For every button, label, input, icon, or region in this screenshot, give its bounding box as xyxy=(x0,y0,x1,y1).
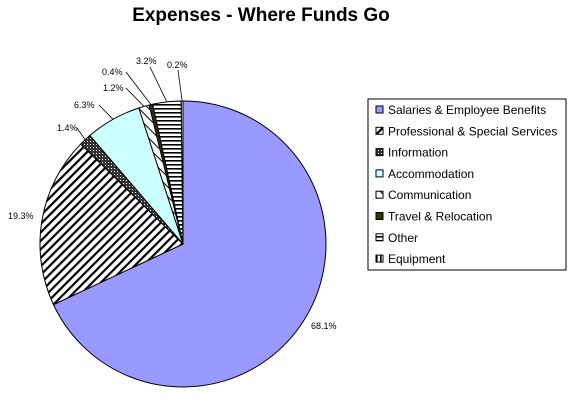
pie-slice-equipment xyxy=(180,100,184,245)
legend-frame xyxy=(367,98,567,271)
pie-slice-salaries-and-employee-benefits xyxy=(52,100,327,388)
legend-swatch-salaries-and-employee-benefits xyxy=(375,105,384,114)
slice-label-travel-and-relocation: 0.4% xyxy=(102,67,123,77)
slice-label-salaries-and-employee-benefits: 68.1% xyxy=(311,321,337,331)
legend-label-communication: Communication xyxy=(388,188,471,202)
leader-line-equipment xyxy=(177,69,183,102)
legend-label-other: Other xyxy=(388,231,418,245)
pie-slice-professional-and-special-services xyxy=(39,143,184,306)
leader-line-other xyxy=(149,66,168,103)
legend-swatch-travel-and-relocation xyxy=(375,212,384,220)
leader-line-travel-and-relocation xyxy=(125,71,152,105)
slice-label-accommodation: 6.3% xyxy=(74,100,95,110)
legend-swatch-information xyxy=(375,148,384,157)
legend: Salaries & Employee Benefits Professional… xyxy=(367,98,567,271)
pie-leader-lines xyxy=(76,66,183,140)
leader-line-accommodation xyxy=(98,104,114,120)
legend-swatch-other xyxy=(375,233,384,242)
pie-slice-labels: 68.1% 19.3% 1.4% 6.3% 1.2% 0.4% 3.2% 0.2% xyxy=(8,56,337,331)
legend-label-professional-and-special-services: Professional & Special Services xyxy=(388,124,557,138)
legend-label-salaries-and-employee-benefits: Salaries & Employee Benefits xyxy=(388,103,546,117)
leader-line-information xyxy=(76,127,86,140)
slice-label-other: 3.2% xyxy=(136,56,157,66)
legend-swatch-accommodation xyxy=(375,169,384,178)
legend-label-travel-and-relocation: Travel & Relocation xyxy=(388,210,492,224)
leader-line-communication xyxy=(125,87,145,107)
pie-slices xyxy=(39,100,327,388)
legend-swatch-communication xyxy=(375,190,384,199)
slice-label-equipment: 0.2% xyxy=(167,60,188,70)
legend-label-equipment: Equipment xyxy=(388,252,446,266)
slice-label-professional-and-special-services: 19.3% xyxy=(8,211,34,221)
slice-label-communication: 1.2% xyxy=(103,83,124,93)
chart-title: Expenses - Where Funds Go xyxy=(132,5,390,26)
legend-swatch-professional-and-special-services xyxy=(375,126,384,135)
legend-label-accommodation: Accommodation xyxy=(388,167,474,181)
legend-swatch-equipment xyxy=(375,254,384,263)
slice-label-information: 1.4% xyxy=(57,123,78,133)
legend-label-information: Information xyxy=(388,146,448,160)
